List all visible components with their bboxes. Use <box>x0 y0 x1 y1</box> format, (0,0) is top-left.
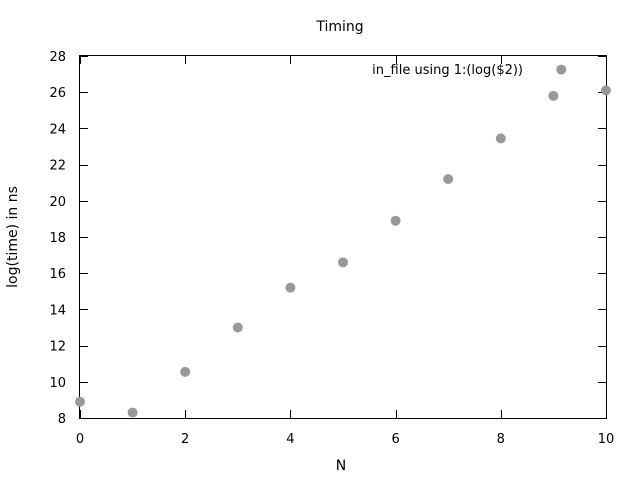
y-tick-label: 8 <box>58 412 66 427</box>
chart-title: Timing <box>315 19 363 35</box>
y-tick-label: 26 <box>49 86 66 101</box>
y-tick-label: 10 <box>49 376 66 391</box>
data-point <box>127 407 138 418</box>
y-tick-label: 24 <box>49 122 66 137</box>
x-tick-label: 10 <box>598 432 615 447</box>
data-point <box>548 90 559 101</box>
legend-entry: in_file using 1:(log($2)) <box>372 63 523 78</box>
x-axis-label: N <box>336 458 346 474</box>
y-tick-label: 16 <box>49 267 66 282</box>
data-point <box>556 64 567 75</box>
y-tick-label: 14 <box>49 303 66 318</box>
data-point <box>285 282 296 293</box>
data-point <box>75 396 85 407</box>
data-point <box>443 174 454 185</box>
y-tick-label: 12 <box>49 340 66 355</box>
x-tick-label: 0 <box>76 432 84 447</box>
x-tick-label: 6 <box>391 432 399 447</box>
y-axis-label: log(time) in ns <box>5 186 21 288</box>
data-point <box>390 215 401 226</box>
y-tick-label: 18 <box>49 231 66 246</box>
y-tick-label: 22 <box>49 159 66 174</box>
data-point <box>232 322 243 333</box>
data-point <box>338 257 348 268</box>
data-point <box>495 133 506 144</box>
x-tick-label: 4 <box>286 432 294 447</box>
data-points <box>75 64 611 418</box>
x-tick-label: 2 <box>181 432 189 447</box>
y-tick-label: 20 <box>49 195 66 210</box>
y-tick-label: 28 <box>49 50 66 65</box>
data-point <box>601 85 611 96</box>
x-tick-label: 8 <box>497 432 505 447</box>
plot-frame <box>79 55 607 419</box>
data-point <box>180 366 191 377</box>
